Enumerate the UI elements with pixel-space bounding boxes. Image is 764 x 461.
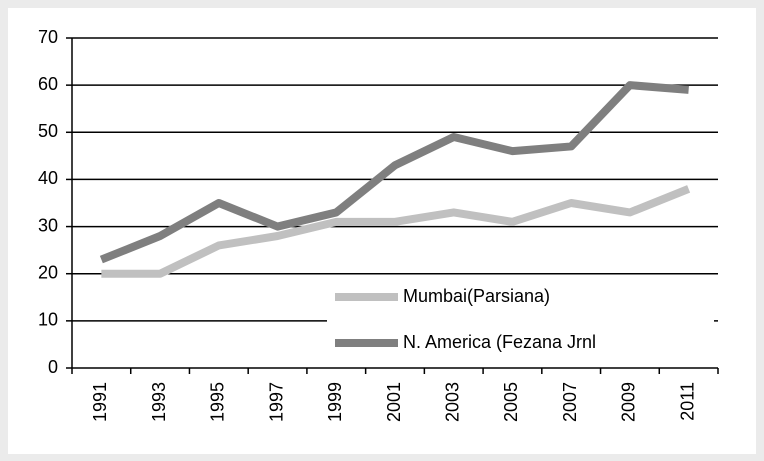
- y-tick-label: 30: [38, 215, 58, 235]
- chart-background: [8, 8, 756, 454]
- y-tick-label: 0: [48, 357, 58, 377]
- x-tick-label: 2001: [384, 382, 404, 422]
- x-tick-label: 1999: [325, 382, 345, 422]
- series-line: [101, 185, 691, 278]
- y-tick-label: 70: [38, 27, 58, 47]
- x-tick-label: 2007: [560, 382, 580, 422]
- y-tick-label: 10: [38, 310, 58, 330]
- x-tick-label: 1995: [208, 382, 228, 422]
- y-tick-label: 60: [38, 74, 58, 94]
- x-tick-label: 2005: [501, 382, 521, 422]
- y-tick-label: 40: [38, 168, 58, 188]
- x-tick-label: 2011: [677, 382, 697, 421]
- x-tick-label: 1997: [266, 382, 286, 422]
- x-tick-label: 2009: [619, 382, 639, 422]
- legend-label: N. America (Fezana Jrnl: [403, 332, 596, 352]
- series-line: [99, 81, 689, 264]
- x-tick-label: 2003: [442, 382, 462, 422]
- y-tick-label: 50: [38, 121, 58, 141]
- y-tick-label: 20: [38, 262, 58, 282]
- x-tick-label: 1993: [149, 382, 169, 422]
- x-tick-label: 1991: [90, 382, 110, 422]
- legend-label: Mumbai(Parsiana): [403, 286, 550, 306]
- legend-background: [327, 277, 714, 363]
